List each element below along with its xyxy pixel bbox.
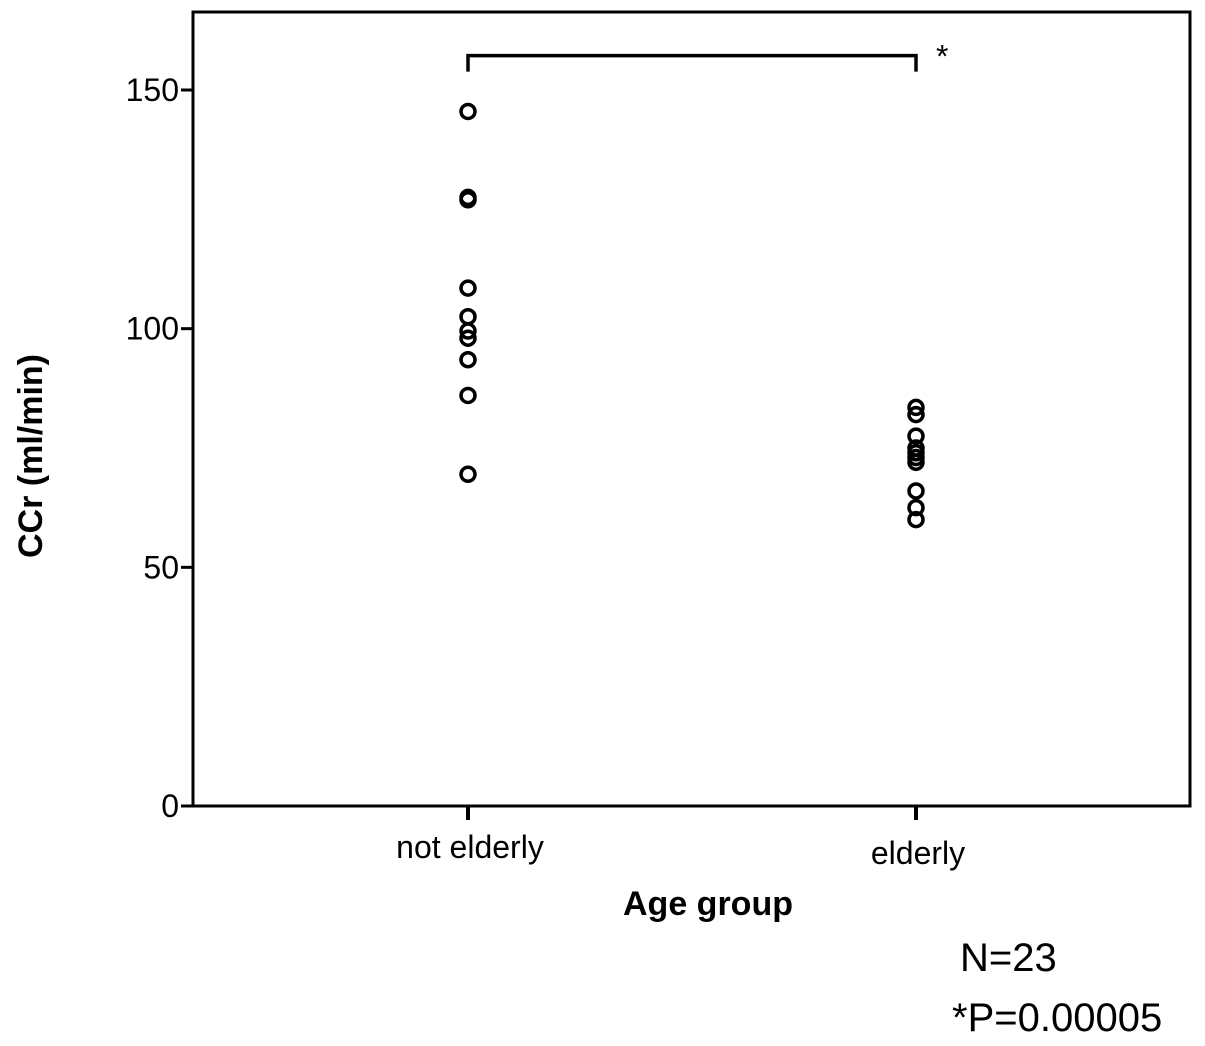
data-point (907, 427, 925, 445)
plot-frame (191, 10, 1192, 808)
significance-marker: * (936, 39, 948, 75)
y-tick-label: 50 (143, 549, 179, 585)
data-points (459, 102, 925, 529)
data-point (459, 465, 477, 484)
data-point (907, 498, 925, 517)
data-point (907, 453, 925, 472)
x-axis-title: Age group (623, 885, 793, 923)
data-point (459, 102, 477, 121)
y-axis-ticks: 0 50 100 150 (126, 72, 193, 824)
x-tick-label: not elderly (396, 829, 544, 865)
x-axis-ticks: not elderly elderly (396, 806, 965, 871)
y-tick-label: 0 (161, 788, 179, 824)
y-tick-label: 100 (126, 311, 179, 347)
significance-line (466, 53, 918, 72)
data-point (459, 386, 477, 405)
data-point (459, 350, 477, 369)
significance-bracket: * (466, 39, 948, 75)
y-axis-title: CCr (ml/min) (12, 354, 50, 558)
data-point (459, 307, 477, 326)
x-tick-label: elderly (871, 835, 965, 871)
data-point (459, 191, 477, 209)
data-point (907, 405, 925, 424)
data-point (907, 398, 925, 417)
data-point (459, 322, 477, 340)
data-point (459, 279, 477, 297)
sample-size-note: N=23 (960, 936, 1057, 980)
data-point (907, 510, 925, 529)
data-point (459, 329, 477, 347)
data-point (907, 482, 925, 500)
y-tick-label: 150 (126, 72, 179, 108)
p-value-note: *P=0.00005 (952, 996, 1163, 1040)
